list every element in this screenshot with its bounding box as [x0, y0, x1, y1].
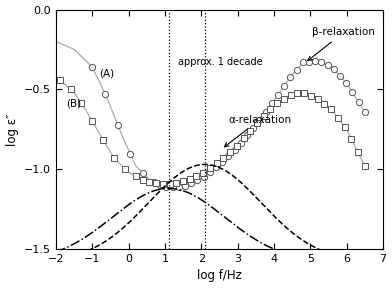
Y-axis label: log ε″: log ε″: [5, 113, 18, 145]
Text: β-relaxation: β-relaxation: [308, 27, 375, 60]
Text: (B): (B): [66, 99, 81, 109]
Text: (A): (A): [99, 69, 114, 79]
X-axis label: log f/Hz: log f/Hz: [197, 270, 242, 283]
Text: α-relaxation: α-relaxation: [225, 115, 292, 147]
Text: approx. 1 decade: approx. 1 decade: [178, 57, 262, 67]
